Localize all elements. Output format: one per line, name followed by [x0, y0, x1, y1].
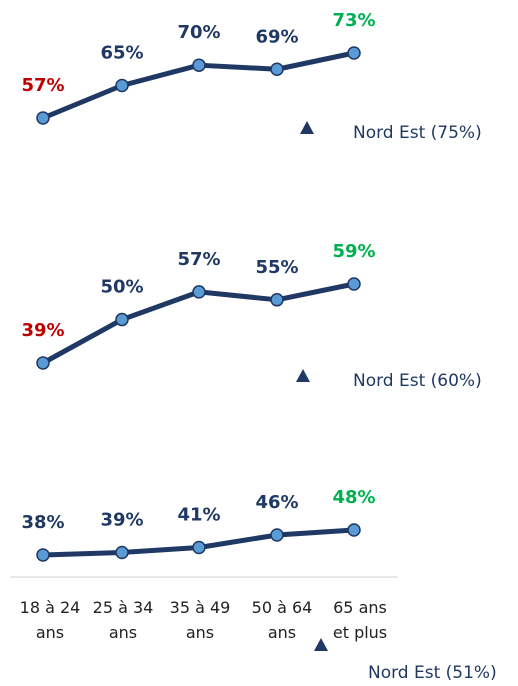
x-tick-label: 18 à 24 ans	[19, 598, 81, 642]
x-tick-label: 25 à 34 ans	[92, 598, 154, 642]
marker	[115, 545, 129, 560]
data-label: 39%	[100, 510, 143, 531]
marker	[36, 548, 50, 562]
marker	[270, 293, 284, 307]
annotation: Nord Est (75%)	[353, 123, 482, 143]
annotation-marker	[296, 369, 310, 382]
data-label: 73%	[332, 10, 375, 31]
data-label: 59%	[332, 241, 375, 262]
marker	[192, 58, 206, 72]
data-label: 46%	[255, 492, 298, 513]
annotation-marker	[314, 638, 328, 651]
marker	[192, 540, 206, 555]
marker	[270, 62, 284, 76]
marker	[270, 528, 284, 542]
data-label: 41%	[177, 505, 220, 526]
annotation: Nord Est (60%)	[353, 371, 482, 391]
data-label: 70%	[177, 22, 220, 43]
x-tick-label: 35 à 49 ans	[169, 598, 231, 642]
x-tick-label: 50 à 64 ans	[251, 598, 313, 642]
data-label: 57%	[21, 75, 64, 96]
data-label: 57%	[177, 249, 220, 270]
data-label: 65%	[100, 43, 143, 64]
data-label: 38%	[21, 512, 64, 533]
marker	[36, 111, 50, 125]
marker	[115, 312, 129, 327]
data-label: 50%	[100, 277, 143, 298]
marker	[192, 285, 206, 299]
marker	[347, 277, 361, 291]
data-label: 39%	[21, 320, 64, 341]
marker	[347, 523, 361, 537]
marker	[36, 356, 50, 370]
annotation: Nord Est (51%)	[368, 663, 497, 683]
data-label: 55%	[255, 257, 298, 278]
data-label: 69%	[255, 26, 298, 47]
marker	[347, 46, 361, 60]
x-tick-label: 65 ans et plus	[332, 598, 388, 642]
data-label: 48%	[332, 487, 375, 508]
marker	[115, 78, 129, 93]
annotation-marker	[300, 121, 314, 134]
